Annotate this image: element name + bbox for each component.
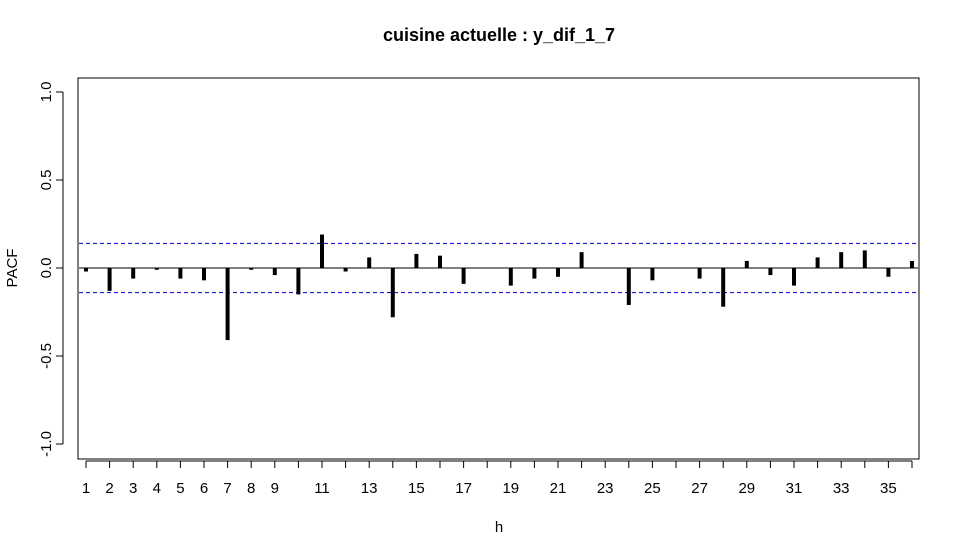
chart-marks bbox=[79, 234, 918, 341]
y-tick-label: -0.5 bbox=[38, 343, 55, 369]
x-tick-label: 29 bbox=[738, 480, 755, 497]
x-tick-label: 19 bbox=[502, 480, 519, 497]
x-tick-label: 15 bbox=[408, 480, 425, 497]
x-tick-label: 13 bbox=[361, 480, 378, 497]
y-tick-label: 1.0 bbox=[38, 82, 55, 103]
x-tick-label: 2 bbox=[105, 480, 113, 497]
x-tick-label: 5 bbox=[176, 480, 184, 497]
y-axis-label: PACF bbox=[4, 249, 21, 288]
y-axis: -1.0 -0.5 0.0 0.5 1.0 bbox=[38, 82, 64, 457]
x-axis: 1 2 3 4 5 6 7 8 9 11 13 15 17 19 21 23 25 27 29 31 33 35 bbox=[82, 460, 913, 497]
y-tick-label: -1.0 bbox=[38, 431, 55, 457]
x-tick-label: 4 bbox=[153, 480, 161, 497]
x-tick-label: 33 bbox=[833, 480, 850, 497]
x-tick-label: 1 bbox=[82, 480, 90, 497]
x-axis-label: h bbox=[495, 519, 503, 536]
x-tick-label: 7 bbox=[223, 480, 231, 497]
x-tick-label: 9 bbox=[271, 480, 279, 497]
y-tick-label: 0.0 bbox=[38, 258, 55, 279]
x-tick-label: 25 bbox=[644, 480, 661, 497]
plot-frame bbox=[77, 77, 920, 460]
x-tick-label: 8 bbox=[247, 480, 255, 497]
x-tick-label: 3 bbox=[129, 480, 137, 497]
x-tick-label: 31 bbox=[786, 480, 803, 497]
y-tick-label: 0.5 bbox=[38, 170, 55, 191]
x-tick-label: 6 bbox=[200, 480, 208, 497]
chart-title: cuisine actuelle : y_dif_1_7 bbox=[383, 25, 615, 45]
x-tick-label: 27 bbox=[691, 480, 708, 497]
x-tick-label: 17 bbox=[455, 480, 472, 497]
x-tick-label: 35 bbox=[880, 480, 897, 497]
x-tick-label: 11 bbox=[314, 480, 330, 497]
x-tick-label: 21 bbox=[550, 480, 567, 497]
x-tick-label: 23 bbox=[597, 480, 614, 497]
